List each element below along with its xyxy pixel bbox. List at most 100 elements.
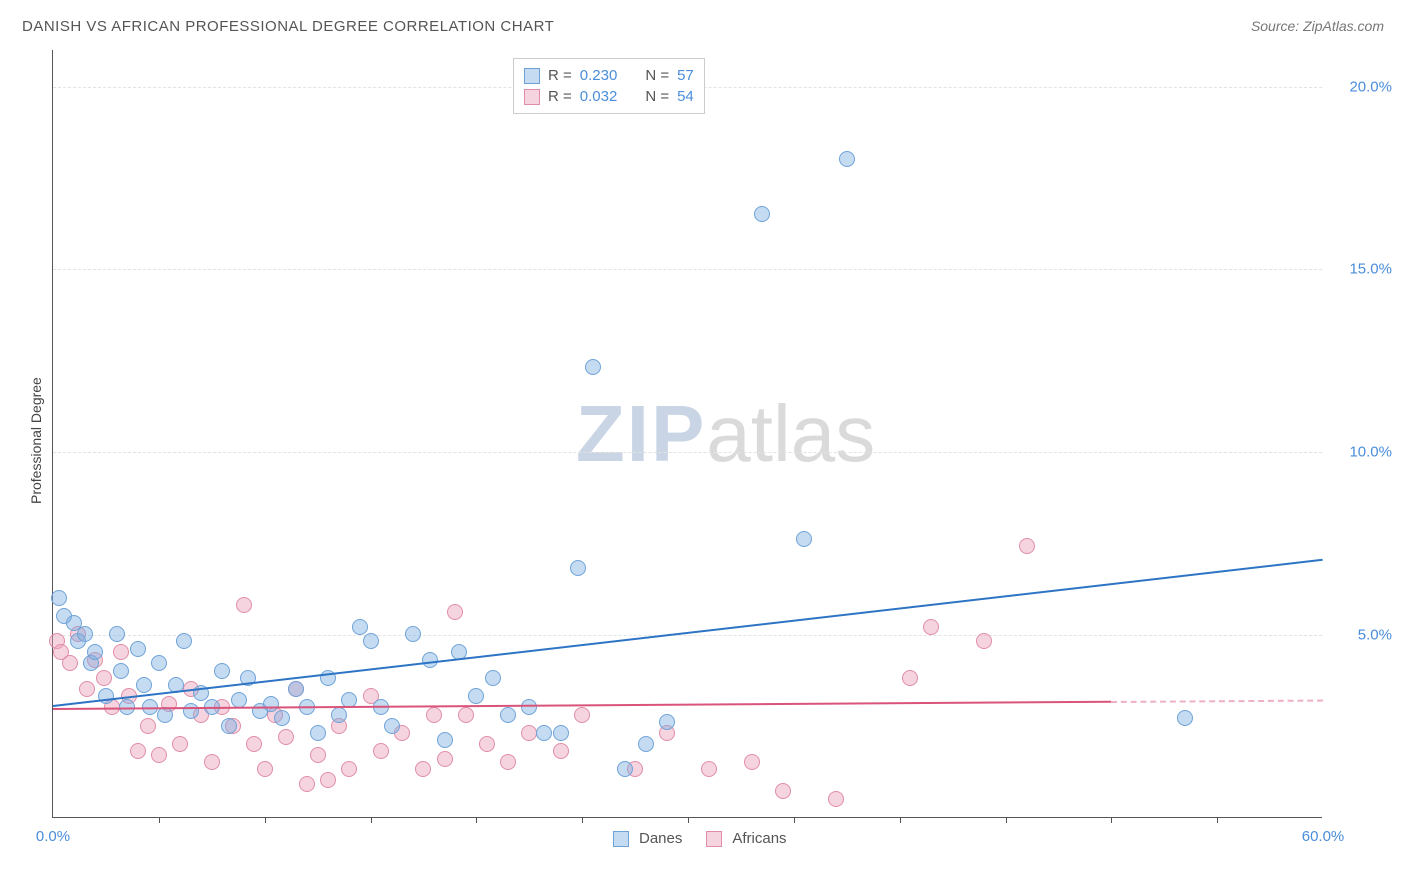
danes-swatch xyxy=(524,68,540,84)
gridline xyxy=(53,452,1322,453)
africans-point xyxy=(62,655,78,671)
x-tick-mark xyxy=(900,817,901,823)
africans-point xyxy=(96,670,112,686)
africans-point xyxy=(320,772,336,788)
legend-series: DanesAfricans xyxy=(613,830,801,847)
x-tick-mark xyxy=(794,817,795,823)
danes-point xyxy=(500,707,516,723)
danes-point xyxy=(288,681,304,697)
y-tick-label: 10.0% xyxy=(1332,444,1392,461)
africans-swatch xyxy=(524,89,540,105)
x-tick-mark xyxy=(371,817,372,823)
danes-point xyxy=(109,626,125,642)
africans-point xyxy=(521,725,537,741)
danes-point xyxy=(796,531,812,547)
danes-point xyxy=(352,619,368,635)
danes-point xyxy=(553,725,569,741)
africans-point xyxy=(574,707,590,723)
legend-row-africans: R = 0.032 N = 54 xyxy=(524,86,694,107)
danes-point xyxy=(77,626,93,642)
danes-point xyxy=(754,206,770,222)
n-value: 57 xyxy=(677,67,694,84)
chart-title: DANISH VS AFRICAN PROFESSIONAL DEGREE CO… xyxy=(22,18,554,35)
watermark-zip: ZIP xyxy=(576,389,706,478)
danes-point xyxy=(130,641,146,657)
danes-point xyxy=(331,707,347,723)
africans-point xyxy=(246,736,262,752)
danes-point xyxy=(136,677,152,693)
watermark: ZIPatlas xyxy=(576,388,875,480)
x-axis-label: 60.0% xyxy=(1302,828,1345,845)
danes-point xyxy=(468,688,484,704)
africans-point xyxy=(299,776,315,792)
r-label: R = xyxy=(548,88,572,105)
danes-point xyxy=(617,761,633,777)
x-tick-mark xyxy=(582,817,583,823)
africans-point xyxy=(172,736,188,752)
danes-point xyxy=(214,663,230,679)
africans-swatch xyxy=(706,831,722,847)
danes-point xyxy=(422,652,438,668)
gridline xyxy=(53,269,1322,270)
africans-point xyxy=(373,743,389,759)
danes-point xyxy=(51,590,67,606)
danes-point xyxy=(384,718,400,734)
africans-point xyxy=(553,743,569,759)
n-label: N = xyxy=(645,67,669,84)
danes-point xyxy=(638,736,654,752)
r-value: 0.032 xyxy=(580,88,618,105)
danes-point xyxy=(221,718,237,734)
watermark-atlas: atlas xyxy=(706,389,875,478)
y-tick-label: 5.0% xyxy=(1332,627,1392,644)
danes-point xyxy=(839,151,855,167)
legend-row-danes: R = 0.230 N = 57 xyxy=(524,65,694,86)
n-value: 54 xyxy=(677,88,694,105)
danes-point xyxy=(176,633,192,649)
danes-point xyxy=(310,725,326,741)
x-tick-mark xyxy=(476,817,477,823)
y-tick-label: 20.0% xyxy=(1332,78,1392,95)
africans-point xyxy=(236,597,252,613)
danes-point xyxy=(231,692,247,708)
danes-point xyxy=(274,710,290,726)
danes-point xyxy=(263,696,279,712)
danes-point xyxy=(521,699,537,715)
x-tick-mark xyxy=(1217,817,1218,823)
africans-point xyxy=(278,729,294,745)
danes-point xyxy=(87,644,103,660)
africans-legend-label: Africans xyxy=(732,830,786,847)
x-tick-mark xyxy=(1111,817,1112,823)
legend-stats: R = 0.230 N = 57 R = 0.032 N = 54 xyxy=(513,58,705,114)
x-tick-mark xyxy=(265,817,266,823)
africans-point xyxy=(828,791,844,807)
r-label: R = xyxy=(548,67,572,84)
gridline xyxy=(53,635,1322,636)
africans-point xyxy=(151,747,167,763)
danes-point xyxy=(405,626,421,642)
danes-point xyxy=(113,663,129,679)
africans-point xyxy=(458,707,474,723)
danes-point xyxy=(98,688,114,704)
africans-point xyxy=(341,761,357,777)
r-value: 0.230 xyxy=(580,67,618,84)
danes-point xyxy=(151,655,167,671)
africans-point xyxy=(257,761,273,777)
plot-area: ZIPatlas 5.0%10.0%15.0%20.0%0.0%60.0%R =… xyxy=(52,50,1322,818)
source-attribution: Source: ZipAtlas.com xyxy=(1251,18,1384,34)
africans-point xyxy=(79,681,95,697)
x-tick-mark xyxy=(688,817,689,823)
africans-point xyxy=(701,761,717,777)
x-axis-label: 0.0% xyxy=(36,828,70,845)
africans-point xyxy=(775,783,791,799)
africans-point xyxy=(500,754,516,770)
danes-trendline xyxy=(53,558,1323,706)
n-label: N = xyxy=(645,88,669,105)
africans-point xyxy=(1019,538,1035,554)
africans-point xyxy=(902,670,918,686)
africans-point xyxy=(744,754,760,770)
danes-point xyxy=(536,725,552,741)
y-axis-label: Professional Degree xyxy=(28,377,44,504)
africans-point xyxy=(447,604,463,620)
africans-point xyxy=(113,644,129,660)
danes-point xyxy=(363,633,379,649)
